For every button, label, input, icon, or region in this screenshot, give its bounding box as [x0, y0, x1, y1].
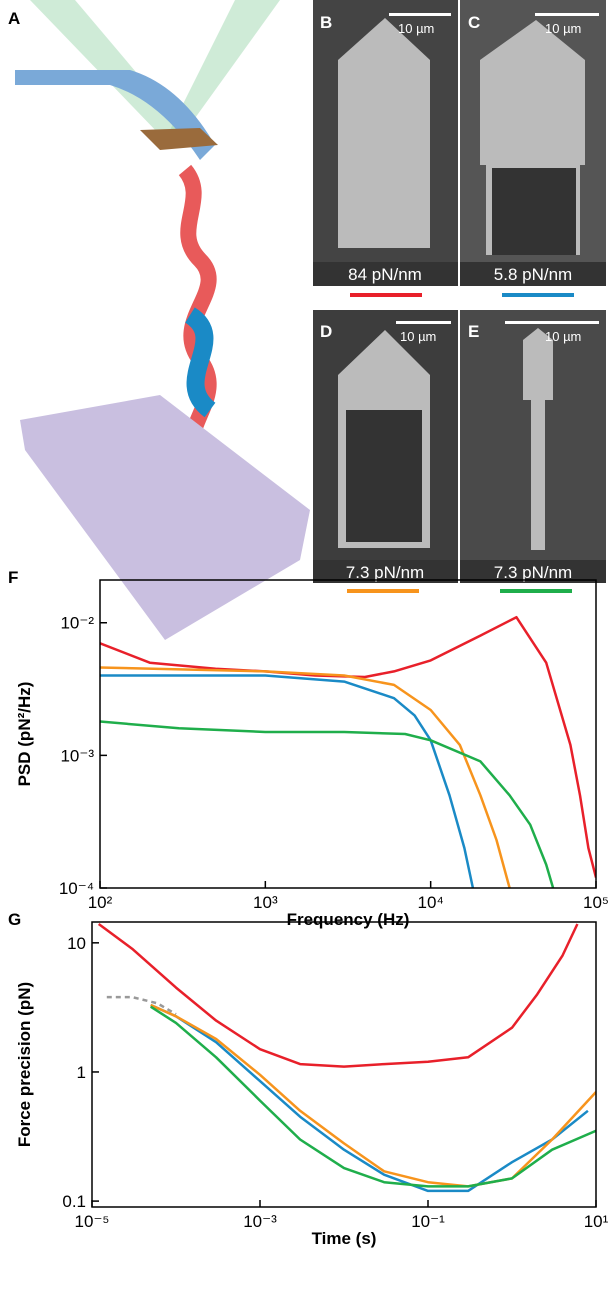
panel-label: D: [320, 322, 332, 341]
x-tick-label: 10³: [253, 893, 278, 912]
plot-frame: [91, 921, 597, 1208]
scale-bar-label: 10 µm: [545, 329, 581, 344]
panel-label: C: [468, 13, 480, 32]
x-tick-label: 10¹: [584, 1212, 609, 1231]
panel-label: E: [468, 322, 479, 341]
stiffness-label: 5.8 pN/nm: [494, 265, 572, 284]
stiffness-label: 7.3 pN/nm: [346, 563, 424, 582]
data-line: [150, 1003, 596, 1188]
y-tick-label: 0.1: [62, 1192, 86, 1211]
y-tick-label: 1: [77, 1063, 86, 1082]
data-line: [150, 1005, 596, 1188]
panel-label: B: [320, 13, 332, 32]
data-line: [100, 720, 555, 888]
y-axis-label: Force precision (pN): [15, 982, 34, 1147]
data-line: [100, 674, 475, 888]
x-tick-label: 10²: [88, 893, 113, 912]
scale-bar-label: 10 µm: [398, 21, 434, 36]
panel-label: F: [8, 568, 18, 587]
y-tick-label: 10⁻³: [60, 746, 94, 765]
plot-frame: [99, 579, 597, 889]
sem-images: [313, 0, 606, 593]
y-tick-label: 10⁻⁴: [59, 879, 94, 898]
data-line: [106, 995, 177, 1016]
y-tick-label: 10: [67, 934, 86, 953]
scale-bar-label: 10 µm: [545, 21, 581, 36]
x-axis-label: Frequency (Hz): [287, 910, 410, 929]
stiffness-label: 84 pN/nm: [348, 265, 422, 284]
x-tick-label: 10⁻¹: [411, 1212, 445, 1231]
panel-label: G: [8, 910, 21, 929]
data-line: [150, 1003, 589, 1193]
illustration: [15, 0, 310, 640]
y-axis-label: PSD (pN²/Hz): [15, 682, 34, 787]
stiffness-label: 7.3 pN/nm: [494, 563, 572, 582]
x-axis-label: Time (s): [312, 1229, 377, 1248]
x-tick-label: 10⁻⁵: [75, 1212, 110, 1231]
scale-bar-label: 10 µm: [400, 329, 436, 344]
x-tick-label: 10⁴: [418, 893, 444, 912]
x-tick-label: 10⁻³: [243, 1212, 277, 1231]
data-line: [100, 615, 596, 878]
data-line: [97, 922, 579, 1068]
panel-label: A: [8, 9, 20, 28]
y-tick-label: 10⁻²: [60, 614, 94, 633]
x-tick-label: 10⁵: [583, 893, 609, 912]
data-line: [100, 666, 511, 888]
